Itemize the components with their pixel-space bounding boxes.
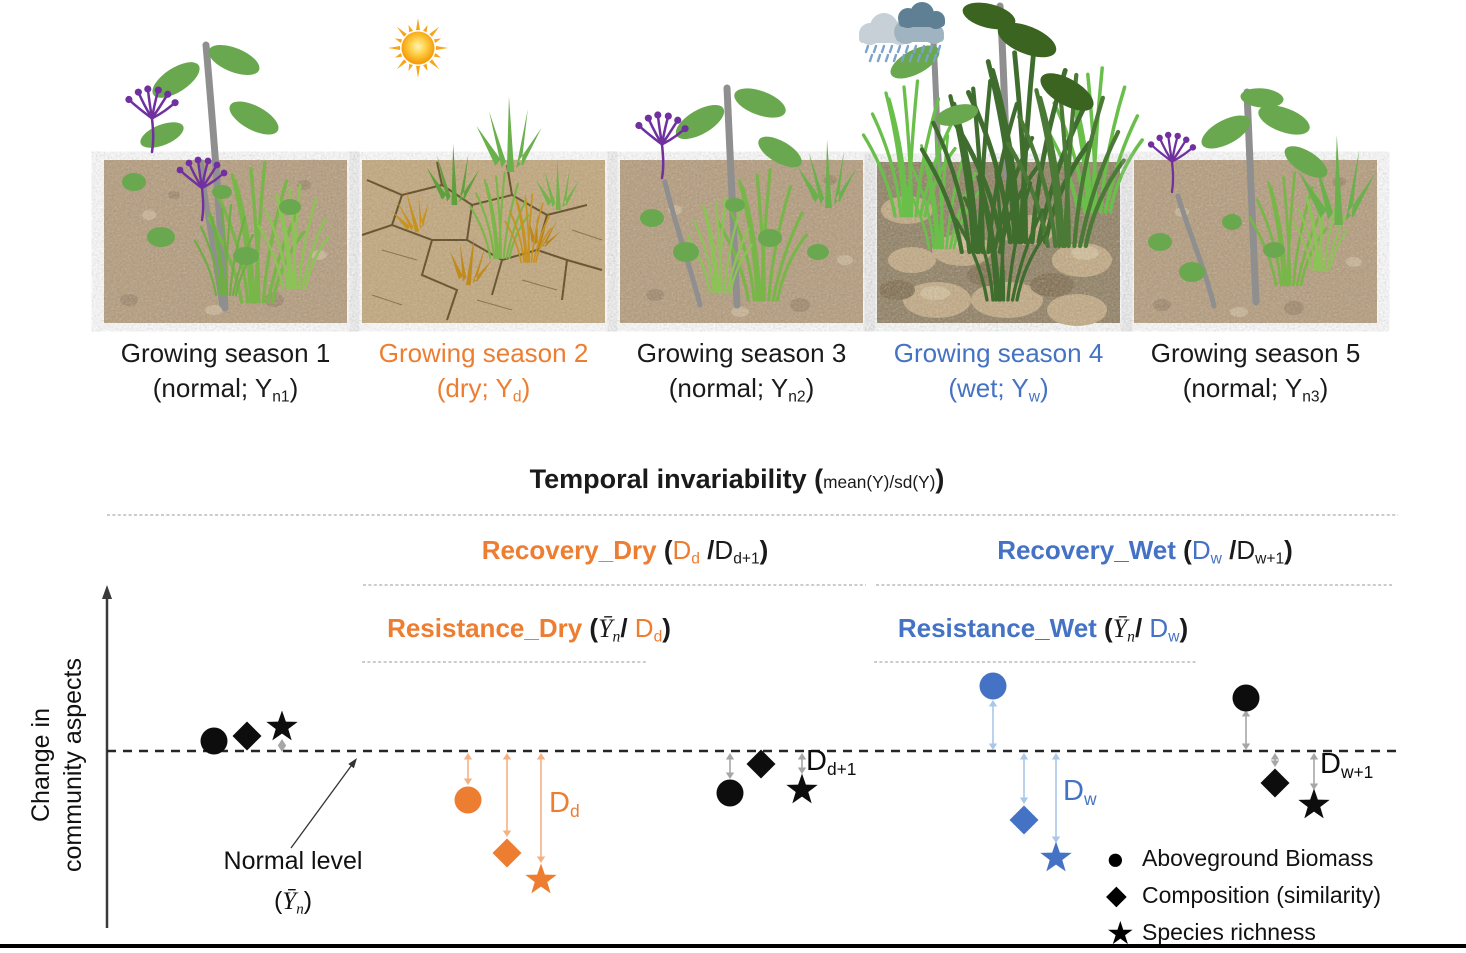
panel-subtitle: (normal; Yn2) [668,373,815,406]
heading-resistance-dry: Resistance_Dry (Ȳn/ Dd) [387,613,671,646]
distance-label-season-2-dry: Dd [549,787,580,822]
panel-title: Growing season 2 [378,338,589,368]
panel-season-5: Growing season 5 (normal; Yn3) [1134,0,1377,420]
distance-label-season-3-normal: Dd+1 [806,745,857,780]
y-axis-label: Change in community aspects [27,658,87,872]
axis-arrow-icon [102,585,112,599]
distance-label-season-5-normal: Dw+1 [1320,748,1374,783]
legend-item-composition: ◆ Composition (similarity) [1106,877,1381,914]
panel-photo-season-1 [104,38,347,323]
figure-bottom-border [0,944,1466,948]
legend-item-richness: ★ Species richness [1106,914,1381,951]
panel-title: Growing season 4 [893,338,1104,368]
panel-season-1: Growing season 1 (normal; Yn1) [104,0,347,420]
panel-season-3: Growing season 3 (normal; Yn2) [620,0,863,420]
chart-title: Temporal invariability (mean(Y)/sd(Y)) [529,464,945,494]
panel-photo-season-3 [620,82,863,323]
panel-season-2: Growing season 2 (dry; Yd) [361,0,605,420]
heading-resistance-wet: Resistance_Wet (Ȳn/ Dw) [897,613,1189,646]
panel-subtitle: (normal; Yn1) [152,373,299,406]
plants-normal-3 [634,82,857,309]
diamond-marker-icon: ◆ [1106,880,1127,910]
panel-photo-season-4 [861,0,1144,326]
panel-subtitle: (normal; Yn3) [1182,373,1329,406]
panel-subtitle: (wet; Yw) [948,373,1049,406]
plants-normal-5 [1146,86,1376,309]
distance-label-season-4-wet: Dw [1063,775,1097,810]
circle-marker-icon: ● [1106,841,1125,876]
normal-level-annotation: Normal level (Ȳn) [223,847,363,918]
heading-recovery-dry: Recovery_Dry (Dd /Dd+1) [481,535,769,568]
legend-label: Composition (similarity) [1142,882,1381,908]
legend-item-biomass: ● Aboveground Biomass [1106,840,1381,877]
legend-label: Species richness [1142,919,1316,945]
heading-recovery-wet: Recovery_Wet (Dw /Dw+1) [997,535,1293,568]
panel-photo-season-5 [1134,86,1377,323]
plants-normal-1 [122,38,331,312]
panel-title: Growing season 1 [120,338,331,368]
normal-level-pointer-arrow [290,758,357,849]
panel-season-4: Growing season 4 (wet; Yw) [861,0,1144,420]
legend-label: Aboveground Biomass [1142,845,1374,871]
panel-subtitle: (dry; Yd) [436,373,531,406]
panel-photo-season-2 [361,96,605,323]
plot-legend: ● Aboveground Biomass ◆ Composition (sim… [1106,840,1381,951]
panel-title: Growing season 5 [1150,338,1361,368]
star-marker-icon: ★ [1106,914,1135,951]
panel-title: Growing season 3 [636,338,847,368]
y-axis [102,585,112,928]
